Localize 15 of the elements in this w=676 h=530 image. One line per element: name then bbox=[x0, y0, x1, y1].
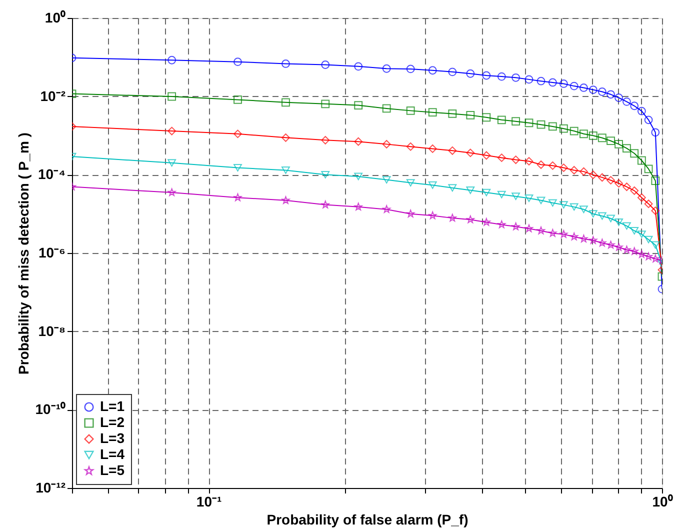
y-tick-label: 10⁻⁸ bbox=[38, 322, 66, 339]
legend-label: L=4 bbox=[100, 446, 125, 462]
legend-label: L=2 bbox=[100, 414, 125, 430]
legend-label: L=5 bbox=[100, 462, 125, 478]
y-tick-label: 10⁰ bbox=[44, 10, 66, 26]
y-tick-label: 10⁻¹⁰ bbox=[35, 401, 66, 418]
y-tick-label: 10⁻⁶ bbox=[38, 244, 66, 260]
y-axis-title: Probability of miss detection ( P_m ) bbox=[15, 132, 32, 374]
x-axis-title: Probability of false alarm (P_f) bbox=[266, 512, 468, 528]
y-tick-label: 10⁻⁴ bbox=[38, 166, 66, 182]
legend-label: L=3 bbox=[100, 430, 125, 446]
legend-label: L=1 bbox=[100, 398, 125, 414]
y-tick-label: 10⁻¹² bbox=[36, 480, 66, 496]
y-tick-label: 10⁻² bbox=[40, 88, 66, 104]
x-tick-label: 10⁻¹ bbox=[196, 494, 222, 510]
